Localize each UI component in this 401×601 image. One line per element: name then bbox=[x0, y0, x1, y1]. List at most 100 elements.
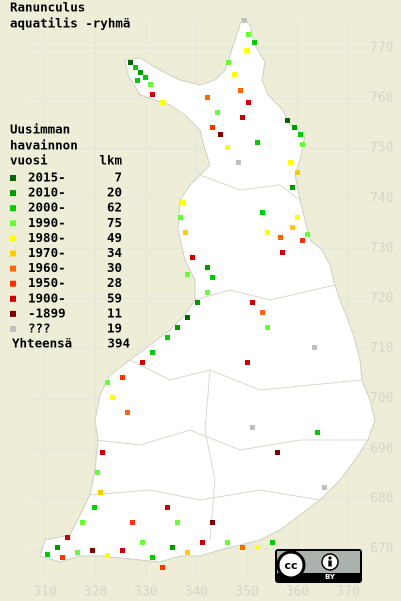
observation-square bbox=[260, 310, 265, 315]
observation-square bbox=[275, 450, 280, 455]
observation-square bbox=[246, 100, 251, 105]
observation-square bbox=[125, 410, 130, 415]
observation-square bbox=[160, 565, 165, 570]
legend-label: 1900- bbox=[28, 290, 66, 305]
observation-square bbox=[210, 275, 215, 280]
observation-square bbox=[232, 72, 237, 77]
legend-label: 2015- bbox=[28, 170, 66, 185]
observation-square bbox=[210, 520, 215, 525]
license-badge: cc BY bbox=[275, 549, 362, 583]
legend-swatch bbox=[10, 235, 16, 242]
observation-square bbox=[215, 110, 220, 115]
observation-square bbox=[300, 142, 305, 147]
observation-square bbox=[298, 132, 303, 137]
legend-count-heading: lkm bbox=[99, 153, 122, 168]
east-label: 350 bbox=[235, 585, 258, 600]
observation-square bbox=[225, 145, 230, 150]
observation-square bbox=[133, 65, 138, 70]
legend-label: 2010- bbox=[28, 185, 66, 200]
legend-label: 1970- bbox=[28, 245, 66, 260]
legend-count: 20 bbox=[107, 185, 122, 200]
observation-square bbox=[226, 60, 231, 65]
cc-text: cc bbox=[284, 559, 297, 572]
north-label: 720 bbox=[370, 291, 393, 306]
observation-square bbox=[160, 100, 165, 105]
legend-swatch bbox=[10, 205, 16, 212]
observation-square bbox=[175, 325, 180, 330]
by-icon-head bbox=[328, 556, 332, 560]
observation-squares bbox=[45, 18, 327, 570]
observation-square bbox=[183, 230, 188, 235]
east-label: 370 bbox=[336, 585, 359, 600]
observation-square bbox=[148, 82, 153, 87]
observation-square bbox=[140, 540, 145, 545]
observation-square bbox=[200, 540, 205, 545]
observation-square bbox=[255, 140, 260, 145]
observation-square bbox=[240, 115, 245, 120]
province-borders bbox=[89, 174, 368, 541]
observation-square bbox=[120, 375, 125, 380]
legend: Ranunculus aquatilis -ryhmä Uusimman hav… bbox=[10, 0, 130, 351]
observation-square bbox=[238, 88, 243, 93]
legend-swatch bbox=[10, 220, 16, 227]
legend-label: 1950- bbox=[28, 275, 66, 290]
observation-square bbox=[205, 95, 210, 100]
north-label: 690 bbox=[370, 441, 393, 456]
observation-square bbox=[195, 300, 200, 305]
observation-square bbox=[225, 540, 230, 545]
legend-count: 7 bbox=[114, 170, 122, 185]
by-text: BY bbox=[325, 573, 336, 581]
observation-square bbox=[130, 520, 135, 525]
observation-square bbox=[290, 185, 295, 190]
observation-square bbox=[135, 78, 140, 83]
observation-square bbox=[265, 325, 270, 330]
east-label: 320 bbox=[84, 585, 107, 600]
legend-label: 1990- bbox=[28, 215, 66, 230]
legend-count: 59 bbox=[107, 290, 122, 305]
legend-count: 30 bbox=[107, 260, 122, 275]
east-label: 340 bbox=[185, 585, 208, 600]
title: Ranunculus bbox=[10, 0, 85, 15]
legend-swatch bbox=[10, 250, 16, 257]
observation-square bbox=[288, 160, 293, 165]
observation-square bbox=[170, 545, 175, 550]
observation-square bbox=[45, 552, 50, 557]
north-label: 770 bbox=[370, 41, 393, 56]
observation-square bbox=[175, 520, 180, 525]
observation-square bbox=[150, 92, 155, 97]
observation-square bbox=[315, 430, 320, 435]
title: aquatilis -ryhmä bbox=[10, 16, 130, 31]
observation-square bbox=[246, 32, 251, 37]
observation-square bbox=[205, 290, 210, 295]
observation-square bbox=[120, 548, 125, 553]
legend-label: 1980- bbox=[28, 230, 66, 245]
legend-total: 394 bbox=[107, 336, 130, 351]
observation-square bbox=[295, 215, 300, 220]
legend-count: 11 bbox=[107, 305, 122, 320]
east-label: 330 bbox=[134, 585, 157, 600]
observation-square bbox=[150, 555, 155, 560]
legend-count: 28 bbox=[107, 275, 122, 290]
observation-square bbox=[150, 350, 155, 355]
cc-circle bbox=[276, 550, 306, 580]
legend-heading: Uusimman bbox=[10, 122, 70, 137]
observation-square bbox=[236, 160, 241, 165]
observation-square bbox=[322, 485, 327, 490]
observation-square bbox=[260, 210, 265, 215]
north-label: 680 bbox=[370, 491, 393, 506]
north-label: 740 bbox=[370, 191, 393, 206]
observation-square bbox=[285, 118, 290, 123]
legend-heading: havainnon bbox=[10, 138, 78, 153]
observation-square bbox=[92, 505, 97, 510]
legend-count: 19 bbox=[107, 321, 122, 336]
observation-square bbox=[270, 540, 275, 545]
observation-square bbox=[185, 272, 190, 277]
observation-square bbox=[205, 265, 210, 270]
observation-square bbox=[55, 545, 60, 550]
observation-square bbox=[165, 505, 170, 510]
observation-square bbox=[292, 125, 297, 130]
legend-label: -1899 bbox=[28, 305, 66, 320]
observation-square bbox=[98, 490, 103, 495]
legend-count: 34 bbox=[107, 245, 122, 260]
